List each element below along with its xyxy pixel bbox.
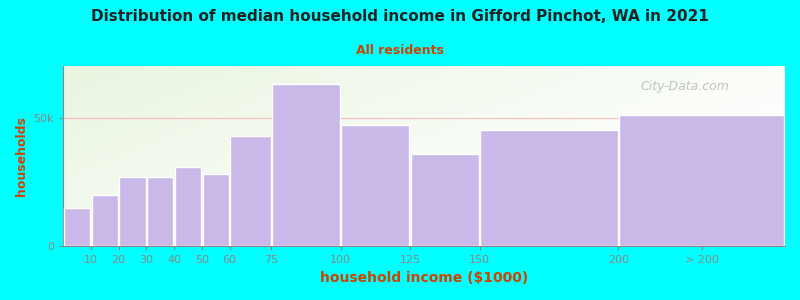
Bar	[480, 130, 618, 246]
Text: All residents: All residents	[356, 44, 444, 56]
Bar	[619, 115, 784, 246]
Bar	[411, 154, 479, 246]
Bar	[342, 125, 410, 246]
Bar	[91, 195, 118, 246]
Bar	[147, 177, 174, 246]
Y-axis label: households: households	[15, 116, 28, 196]
Text: Distribution of median household income in Gifford Pinchot, WA in 2021: Distribution of median household income …	[91, 9, 709, 24]
Bar	[119, 177, 146, 246]
Bar	[202, 174, 229, 246]
Bar	[175, 167, 202, 246]
Bar	[272, 84, 340, 246]
X-axis label: household income ($1000): household income ($1000)	[320, 271, 528, 285]
Bar	[64, 208, 90, 246]
Bar	[230, 136, 270, 246]
Text: City-Data.com: City-Data.com	[641, 80, 730, 93]
